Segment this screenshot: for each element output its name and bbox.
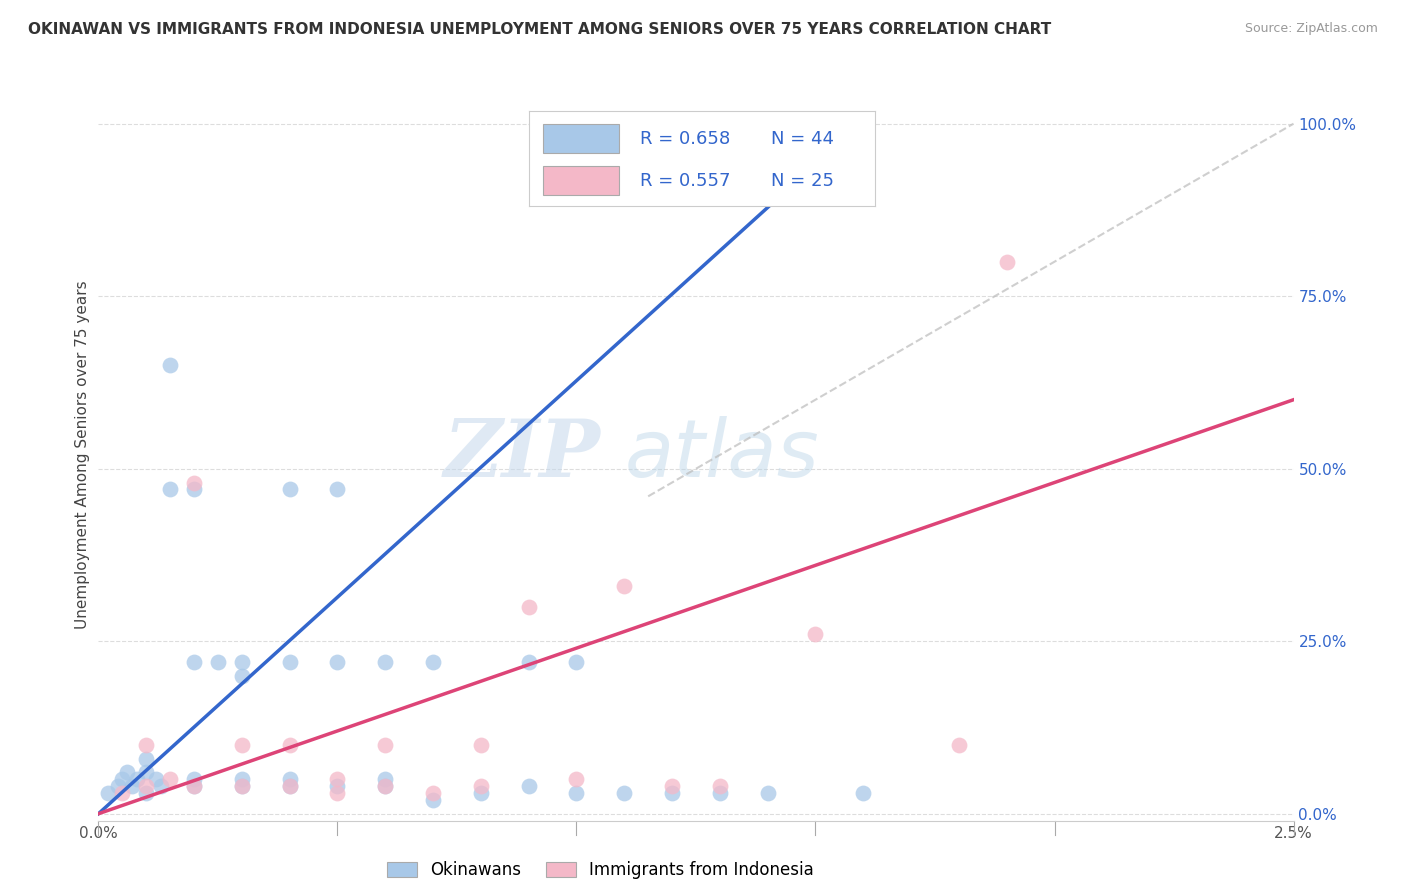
Point <box>756 786 779 800</box>
Point <box>804 627 827 641</box>
Point <box>422 655 444 669</box>
Point <box>183 475 205 490</box>
Point <box>517 655 540 669</box>
Point <box>422 786 444 800</box>
Point <box>135 765 157 780</box>
Point <box>231 779 253 793</box>
Point <box>183 483 205 497</box>
Y-axis label: Unemployment Among Seniors over 75 years: Unemployment Among Seniors over 75 years <box>75 281 90 629</box>
Point <box>470 738 492 752</box>
Point <box>111 786 134 800</box>
Point <box>231 772 253 787</box>
Point <box>135 738 157 752</box>
Point <box>374 779 396 793</box>
Point <box>517 779 540 793</box>
Point <box>565 655 588 669</box>
Text: OKINAWAN VS IMMIGRANTS FROM INDONESIA UNEMPLOYMENT AMONG SENIORS OVER 75 YEARS C: OKINAWAN VS IMMIGRANTS FROM INDONESIA UN… <box>28 22 1052 37</box>
Point <box>97 786 120 800</box>
Point <box>374 655 396 669</box>
Point <box>326 786 349 800</box>
Point <box>207 655 229 669</box>
Point <box>661 779 683 793</box>
Point <box>159 358 181 372</box>
Point <box>613 579 636 593</box>
Point <box>278 779 301 793</box>
Point <box>278 655 301 669</box>
Point <box>374 738 396 752</box>
Point <box>326 779 349 793</box>
Point <box>278 483 301 497</box>
Point <box>149 779 172 793</box>
Point <box>159 483 181 497</box>
Point <box>107 779 129 793</box>
Legend: Okinawans, Immigrants from Indonesia: Okinawans, Immigrants from Indonesia <box>380 855 821 886</box>
Point <box>111 772 134 787</box>
Point <box>135 779 157 793</box>
Point <box>326 483 349 497</box>
Point <box>231 779 253 793</box>
Point <box>183 655 205 669</box>
Point <box>422 793 444 807</box>
Point <box>470 779 492 793</box>
Point <box>565 772 588 787</box>
Text: ZIP: ZIP <box>443 417 600 493</box>
Point <box>231 655 253 669</box>
Point <box>709 779 731 793</box>
Point <box>183 772 205 787</box>
Point <box>374 779 396 793</box>
Point <box>115 765 138 780</box>
Point <box>159 772 181 787</box>
Point <box>326 772 349 787</box>
Point <box>565 786 588 800</box>
Point <box>278 772 301 787</box>
Point <box>183 779 205 793</box>
Text: atlas: atlas <box>624 416 820 494</box>
Point <box>613 786 636 800</box>
Point <box>948 738 970 752</box>
Point <box>374 772 396 787</box>
Point <box>231 669 253 683</box>
Point <box>183 779 205 793</box>
Point <box>278 738 301 752</box>
Point <box>125 772 148 787</box>
Point <box>278 779 301 793</box>
Point <box>995 254 1018 268</box>
Point <box>135 751 157 765</box>
Point <box>326 655 349 669</box>
Point <box>231 738 253 752</box>
Point <box>135 786 157 800</box>
Point <box>121 779 143 793</box>
Text: Source: ZipAtlas.com: Source: ZipAtlas.com <box>1244 22 1378 36</box>
Point <box>517 599 540 614</box>
Point <box>709 786 731 800</box>
Point <box>145 772 167 787</box>
Point <box>470 786 492 800</box>
Point <box>852 786 875 800</box>
Point <box>661 786 683 800</box>
